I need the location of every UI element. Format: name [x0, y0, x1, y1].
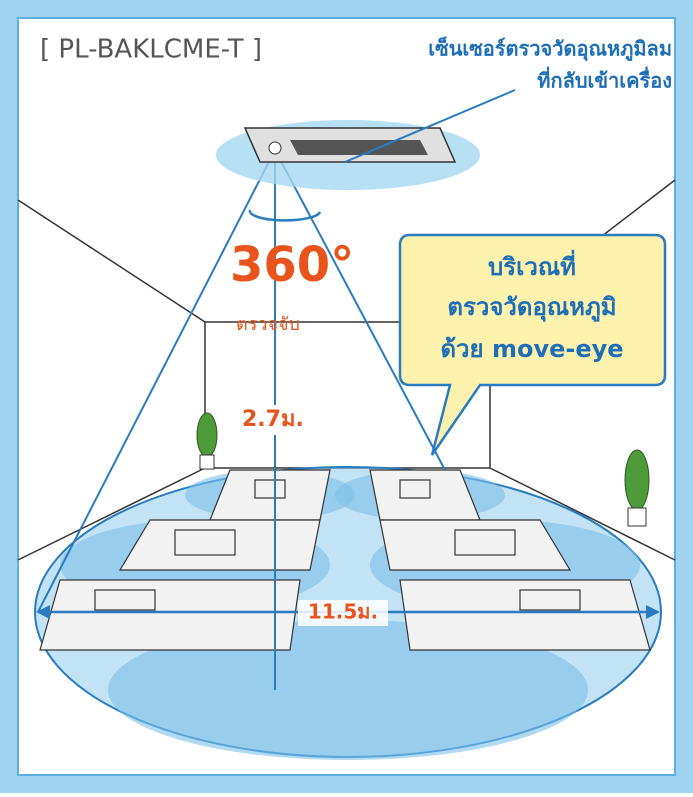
- plants: [196, 412, 650, 527]
- width-label: 11.5ม.: [308, 600, 378, 624]
- callout-text: ด้วย move-eye: [440, 335, 623, 363]
- arrow-head: [36, 605, 50, 619]
- callout-text: ตรวจวัดอุณหภูมิ: [447, 293, 616, 323]
- label-bg: [238, 405, 318, 435]
- sensor-label: เซ็นเซอร์ตรวจวัดอุณหภูมิลม: [428, 36, 672, 63]
- cone: [37, 149, 446, 690]
- room: [17, 179, 676, 561]
- callout-bubble: [398, 233, 667, 456]
- model-name: [ PL-BAKLCME-T ]: [40, 35, 262, 65]
- sensor-label: ที่กลับเข้าเครื่อง: [537, 66, 672, 93]
- detection-angle: 360°: [230, 237, 354, 293]
- pointer: [344, 89, 516, 163]
- sensor: [268, 141, 282, 155]
- label-bg: [298, 600, 388, 626]
- detection-zone: [108, 620, 588, 760]
- callout-text: บริเวณที่: [488, 249, 576, 281]
- height-label: 2.7ม.: [242, 407, 304, 432]
- desks: [39, 469, 651, 651]
- detection-caption: ตรวจจับ: [236, 314, 300, 335]
- air-conditioner-vent: [290, 140, 428, 155]
- arrow-head: [646, 605, 660, 619]
